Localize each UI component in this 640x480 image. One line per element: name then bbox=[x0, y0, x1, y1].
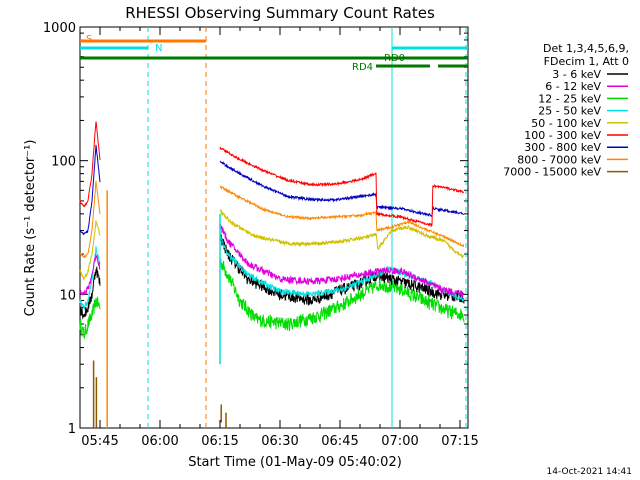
legend-label: 25 - 50 keV bbox=[538, 105, 601, 118]
series-line-100to300keV-post bbox=[219, 146, 465, 228]
y-tick-label: 1 bbox=[68, 422, 76, 437]
legend-label: 50 - 100 keV bbox=[531, 117, 601, 130]
series-line-800to7000keV-post bbox=[219, 185, 465, 248]
plot-frame bbox=[79, 26, 469, 429]
series-line-3to6keV-post bbox=[219, 231, 465, 306]
y-tick-label: 10 bbox=[59, 288, 76, 303]
legend-label: 100 - 300 keV bbox=[524, 129, 601, 142]
legend: Det 1,3,4,5,6,9, FDecim 1, Att 0 3 - 6 k… bbox=[503, 42, 629, 179]
series-line-300to800keV-pre bbox=[79, 144, 101, 236]
legend-header-line-2: FDecim 1, Att 0 bbox=[544, 55, 629, 68]
legend-header-line-1: Det 1,3,4,5,6,9, bbox=[543, 42, 629, 55]
x-tick-label: 05:45 bbox=[81, 434, 118, 449]
legend-label: 12 - 25 keV bbox=[538, 92, 601, 105]
x-tick-label: 06:00 bbox=[141, 434, 178, 449]
timestamp: 14-Oct-2021 14:41 bbox=[547, 467, 632, 477]
series-line-50to100keV-post bbox=[219, 208, 465, 259]
legend-label: 6 - 12 keV bbox=[545, 80, 601, 93]
series-line-12to25keV-post bbox=[219, 258, 465, 331]
x-axis-label: Start Time (01-May-09 05:40:02) bbox=[188, 455, 402, 470]
series-line-100to300keV-pre bbox=[79, 121, 101, 208]
x-tick-label: 07:15 bbox=[441, 434, 478, 449]
legend-label: 300 - 800 keV bbox=[524, 141, 601, 154]
x-tick-label: 07:00 bbox=[381, 434, 418, 449]
series-line-25to50keV-pre bbox=[79, 246, 101, 311]
series-line-50to100keV-pre bbox=[79, 220, 101, 280]
x-tick-label: 06:45 bbox=[321, 434, 358, 449]
series-line-800to7000keV-pre bbox=[79, 180, 101, 259]
legend-label: 7000 - 15000 keV bbox=[503, 166, 601, 179]
series-line-6to12keV-pre bbox=[79, 253, 101, 296]
legend-label: 800 - 7000 keV bbox=[517, 153, 601, 166]
series-line-300to800keV-post bbox=[219, 160, 465, 218]
y-tick-label: 100 bbox=[51, 155, 76, 170]
flag-label-rd4: RD4 bbox=[352, 62, 373, 73]
series-line-12to25keV-pre bbox=[79, 296, 101, 340]
legend-label: 3 - 6 keV bbox=[552, 68, 601, 81]
plot-area: 1 10 100 1000 05:45 06:00 06:15 06:30 06:45 07:00… bbox=[43, 21, 479, 449]
series-line-6to12keV-post bbox=[219, 222, 465, 297]
chart-title: RHESSI Observing Summary Count Rates bbox=[125, 4, 435, 22]
y-tick-label: 1000 bbox=[43, 21, 76, 36]
y-axis-label: Count Rate (s⁻¹ detector⁻¹) bbox=[23, 140, 38, 317]
series-line-3to6keV-pre bbox=[79, 266, 101, 320]
flag-label-s: S bbox=[86, 34, 92, 45]
x-tick-label: 06:15 bbox=[201, 434, 238, 449]
x-tick-label: 06:30 bbox=[261, 434, 298, 449]
flag-label-n: N bbox=[155, 43, 162, 54]
flag-label-rd0: RD0 bbox=[384, 53, 405, 64]
